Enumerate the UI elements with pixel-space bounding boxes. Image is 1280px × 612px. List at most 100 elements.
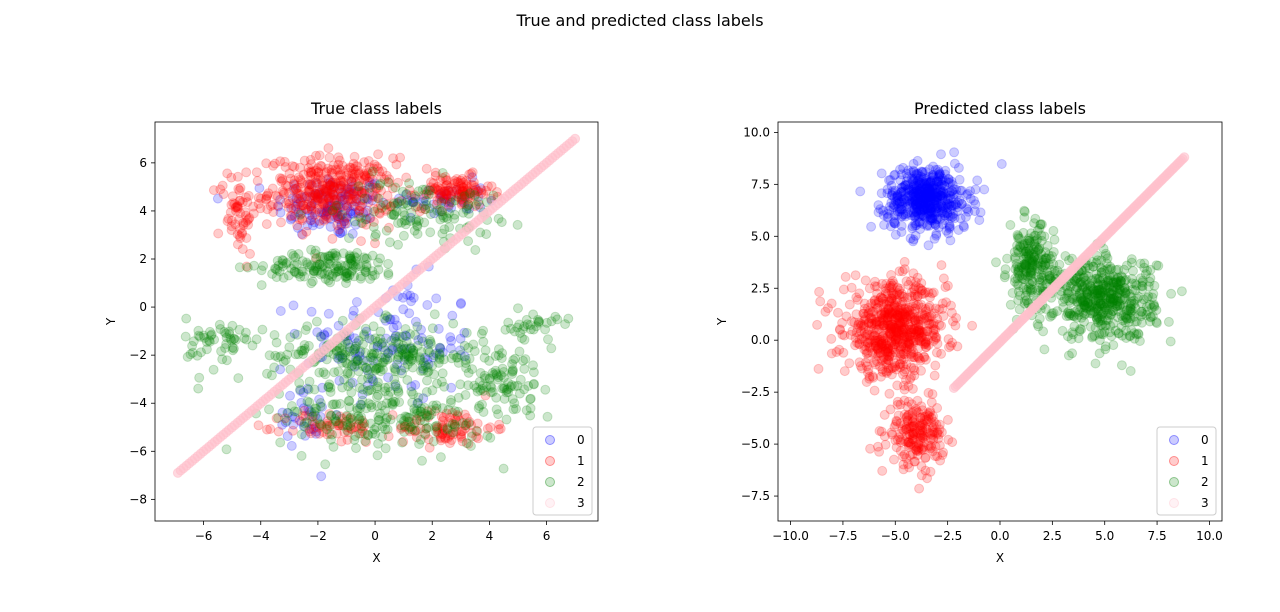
point-class-2 <box>289 260 299 271</box>
point-class-1 <box>446 418 456 429</box>
point-class-2 <box>332 345 343 356</box>
point-class-1 <box>879 409 890 420</box>
point-class-1 <box>464 188 475 198</box>
point-class-0 <box>445 332 456 343</box>
point-class-1 <box>404 185 415 195</box>
point-class-1 <box>395 423 406 434</box>
point-class-2 <box>1094 284 1105 295</box>
legend-marker-0 <box>1169 435 1179 445</box>
point-class-0 <box>275 364 286 375</box>
point-class-1 <box>231 206 241 216</box>
point-class-1 <box>310 195 321 205</box>
point-class-1 <box>346 173 357 183</box>
point-class-1 <box>289 175 300 186</box>
point-class-2 <box>1066 334 1077 344</box>
point-class-2 <box>360 266 371 277</box>
point-class-2 <box>460 355 471 365</box>
point-class-2 <box>563 313 574 324</box>
point-class-1 <box>461 413 472 423</box>
point-class-0 <box>273 201 284 212</box>
point-class-2 <box>310 245 321 256</box>
point-class-2 <box>1121 333 1132 343</box>
point-class-1 <box>306 168 317 178</box>
point-class-2 <box>365 352 376 363</box>
point-class-1 <box>251 167 262 178</box>
point-class-2 <box>356 271 366 282</box>
point-class-2 <box>434 349 445 360</box>
point-class-1 <box>342 184 353 195</box>
point-class-0 <box>388 322 399 333</box>
point-class-1 <box>440 181 451 192</box>
point-class-2 <box>221 444 232 455</box>
x-tick-label: 0 <box>371 529 379 543</box>
point-class-0 <box>319 209 329 219</box>
point-class-1 <box>304 192 315 202</box>
point-class-1 <box>494 419 505 430</box>
point-class-1 <box>860 275 871 286</box>
point-class-2 <box>393 386 404 396</box>
point-class-0 <box>385 314 396 325</box>
point-class-1 <box>315 160 326 171</box>
point-class-0 <box>339 194 350 205</box>
point-class-1 <box>472 426 483 437</box>
point-class-1 <box>265 424 276 434</box>
point-class-0 <box>922 197 933 208</box>
point-class-0 <box>362 365 373 376</box>
point-class-1 <box>335 182 346 193</box>
point-class-1 <box>296 205 307 216</box>
point-class-0 <box>341 184 352 194</box>
point-class-2 <box>366 399 377 410</box>
point-class-1 <box>453 192 464 203</box>
point-class-0 <box>334 228 345 238</box>
point-class-2 <box>302 259 313 270</box>
point-class-0 <box>422 300 433 310</box>
point-class-2 <box>256 265 267 276</box>
point-class-0 <box>317 402 327 412</box>
point-class-1 <box>345 423 356 434</box>
point-class-1 <box>374 166 385 177</box>
point-class-1 <box>350 177 361 188</box>
point-class-2 <box>463 208 474 219</box>
point-class-2 <box>414 352 425 363</box>
point-class-1 <box>376 172 387 182</box>
point-class-1 <box>434 428 445 439</box>
point-class-2 <box>312 413 323 424</box>
point-class-0 <box>447 310 458 321</box>
point-class-0 <box>463 189 474 200</box>
point-class-1 <box>245 248 255 259</box>
point-class-0 <box>445 343 456 354</box>
point-class-2 <box>337 345 347 356</box>
point-class-1 <box>434 193 445 204</box>
series-0 <box>855 147 1007 251</box>
point-class-1 <box>336 176 347 187</box>
point-class-2 <box>353 335 364 346</box>
point-class-1 <box>357 187 368 198</box>
point-class-1 <box>303 167 314 178</box>
point-class-1 <box>442 433 453 443</box>
point-class-1 <box>295 196 306 207</box>
point-class-1 <box>343 427 354 438</box>
point-class-2 <box>1097 264 1107 275</box>
point-class-0 <box>945 235 956 246</box>
point-class-2 <box>346 255 357 266</box>
point-class-1 <box>305 201 316 212</box>
point-class-1 <box>946 300 956 311</box>
point-class-1 <box>315 174 326 184</box>
point-class-0 <box>345 206 356 217</box>
point-class-2 <box>410 191 421 202</box>
point-class-1 <box>438 186 449 197</box>
point-class-1 <box>302 199 313 210</box>
point-class-2 <box>407 424 418 435</box>
point-class-1 <box>309 198 320 209</box>
point-class-0 <box>402 289 413 300</box>
point-class-2 <box>266 370 277 381</box>
point-class-1 <box>467 167 478 178</box>
point-class-1 <box>305 201 316 212</box>
point-class-1 <box>459 189 469 200</box>
point-class-2 <box>397 344 407 355</box>
point-class-2 <box>406 353 417 364</box>
point-class-2 <box>296 266 307 277</box>
point-class-1 <box>873 441 883 452</box>
